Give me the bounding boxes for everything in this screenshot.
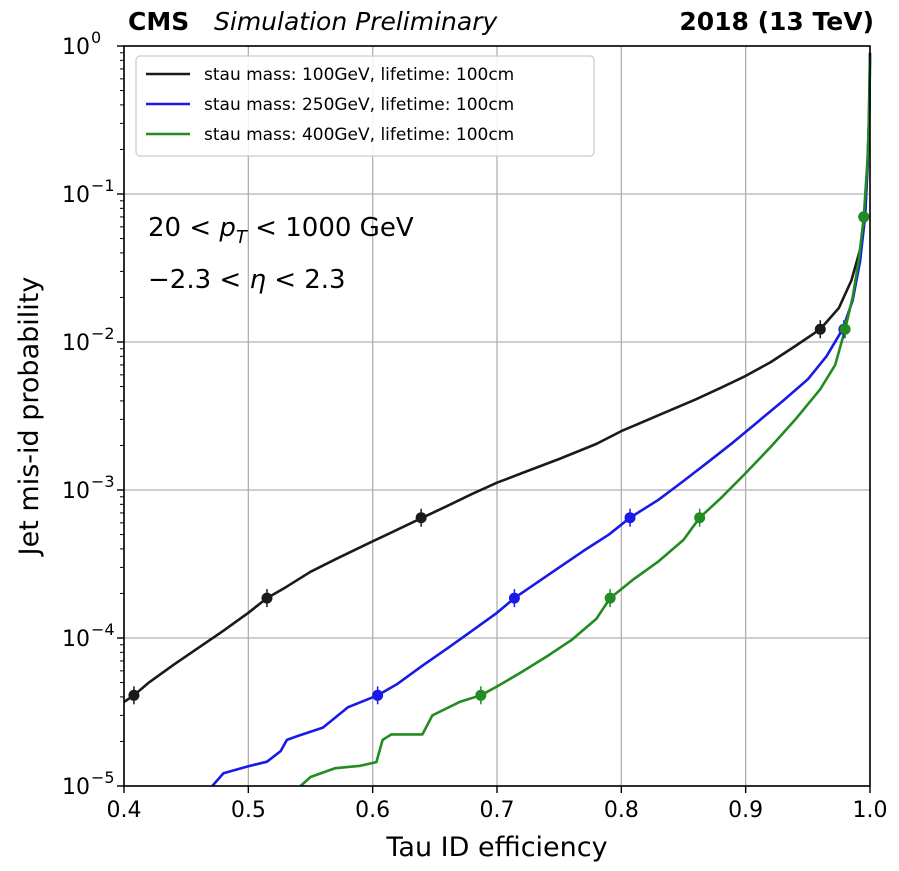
- y-tick-exp-3: −2: [91, 324, 115, 343]
- x-axis-label: Tau ID efficiency: [385, 832, 607, 863]
- series-1-marker-1: [508, 592, 520, 604]
- axis-ticks: 0.4 0.5 0.6 0.7 0.8 0.9 1.010−510−410−310 −210−…: [62, 28, 888, 823]
- legend-label-2: stau mass: 400GeV, lifetime: 100cm: [204, 125, 514, 145]
- y-tick-label-0: 10: [62, 775, 90, 800]
- y-tick-label-2: 10: [62, 479, 90, 504]
- series-0-marker-2: [415, 512, 427, 524]
- y-tick-label-5: 10: [62, 35, 90, 60]
- y-tick-label-1: 10: [62, 627, 90, 652]
- chart-title-cms: CMS: [128, 7, 189, 36]
- series-2-marker-1: [604, 592, 616, 604]
- legend-box: [135, 55, 595, 157]
- x-tick-label-6: 1.0: [853, 798, 888, 823]
- series-0-marker-0: [128, 689, 140, 701]
- series-1-marker-0: [372, 689, 384, 701]
- y-axis-label: Jet mis-id probability: [14, 277, 45, 558]
- y-tick-label-3: 10: [62, 331, 90, 356]
- series-1-marker-2: [624, 512, 636, 524]
- chart-title-energy: 2018 (13 TeV): [679, 7, 874, 36]
- y-tick-exp-0: −5: [91, 768, 115, 787]
- x-tick-label-5: 0.9: [728, 798, 763, 823]
- series-line-2: [299, 56, 872, 787]
- x-tick-label-3: 0.7: [480, 798, 515, 823]
- series-2-marker-2: [694, 512, 706, 524]
- x-tick-label-2: 0.6: [355, 798, 390, 823]
- y-tick-exp-4: −1: [91, 176, 115, 195]
- legend-label-1: stau mass: 250GeV, lifetime: 100cm: [204, 95, 514, 115]
- y-tick-label-4: 10: [62, 183, 90, 208]
- x-tick-label-1: 0.5: [231, 798, 266, 823]
- series-2-marker-3: [839, 323, 851, 335]
- y-tick-exp-1: −4: [91, 620, 115, 639]
- x-tick-label-4: 0.8: [604, 798, 639, 823]
- y-tick-exp-2: −3: [91, 472, 115, 491]
- series-markers: [128, 207, 870, 705]
- series-line-1: [211, 56, 872, 787]
- x-tick-label-0: 0.4: [107, 798, 142, 823]
- pt-annotation: 20 < pT < 1000 GeV: [148, 213, 414, 248]
- eta-annotation: −2.3 < η < 2.3: [148, 265, 346, 295]
- y-tick-exp-5: 0: [91, 28, 101, 47]
- series-line-0: [123, 52, 872, 703]
- grid-lines: [123, 45, 871, 787]
- series-2-marker-0: [475, 689, 487, 701]
- series-2-marker-4: [858, 211, 870, 223]
- legend: stau mass: 100GeV, lifetime: 100cm stau …: [135, 55, 595, 157]
- series-0-marker-3: [814, 323, 826, 335]
- chart-title-simulation: Simulation Preliminary: [214, 7, 498, 36]
- series-0-marker-1: [261, 592, 273, 604]
- legend-label-0: stau mass: 100GeV, lifetime: 100cm: [204, 65, 514, 85]
